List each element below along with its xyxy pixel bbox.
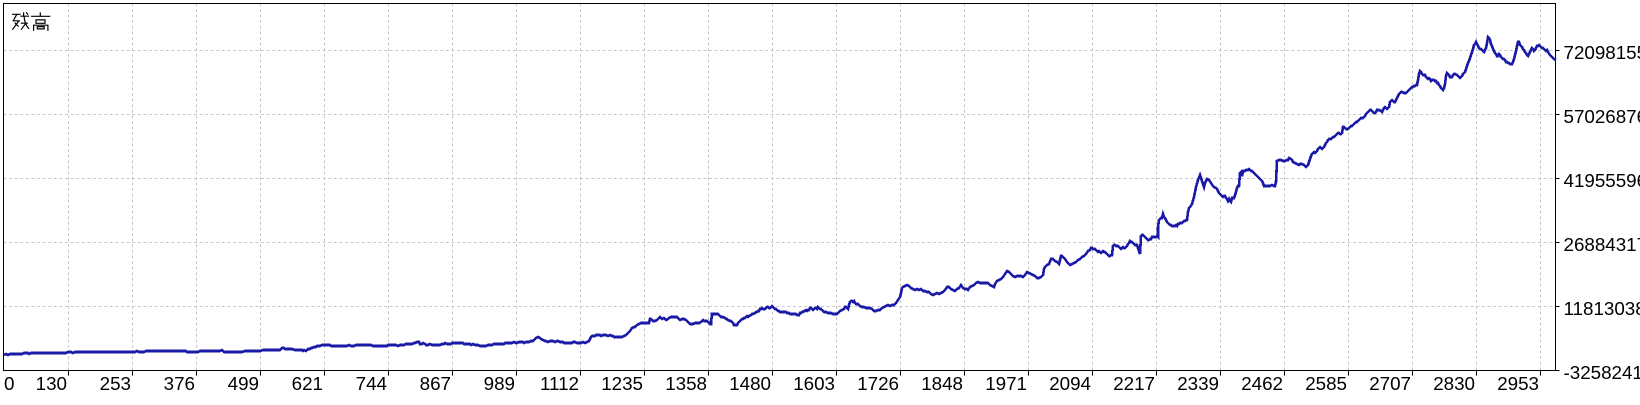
svg-text:1112: 1112 — [540, 373, 579, 394]
svg-text:376: 376 — [164, 373, 195, 394]
svg-text:72098155: 72098155 — [1564, 42, 1640, 63]
svg-text:26884317: 26884317 — [1564, 234, 1640, 255]
svg-text:57026876: 57026876 — [1564, 106, 1640, 127]
svg-text:11813038: 11813038 — [1564, 298, 1640, 319]
svg-text:2217: 2217 — [1113, 373, 1155, 394]
svg-text:2462: 2462 — [1241, 373, 1283, 394]
svg-text:-3258241: -3258241 — [1564, 362, 1640, 383]
svg-text:499: 499 — [228, 373, 259, 394]
svg-text:2707: 2707 — [1369, 373, 1411, 394]
svg-text:2339: 2339 — [1177, 373, 1219, 394]
svg-text:2830: 2830 — [1433, 373, 1475, 394]
svg-text:1358: 1358 — [665, 373, 707, 394]
svg-text:253: 253 — [100, 373, 131, 394]
svg-text:2953: 2953 — [1497, 373, 1539, 394]
svg-text:744: 744 — [356, 373, 387, 394]
svg-text:2585: 2585 — [1305, 373, 1347, 394]
svg-text:2094: 2094 — [1049, 373, 1091, 394]
svg-text:1848: 1848 — [921, 373, 963, 394]
svg-text:0: 0 — [4, 373, 14, 394]
svg-text:1603: 1603 — [793, 373, 835, 394]
svg-text:1971: 1971 — [985, 373, 1027, 394]
svg-text:1726: 1726 — [857, 373, 899, 394]
svg-text:41955596: 41955596 — [1564, 170, 1640, 191]
svg-text:1235: 1235 — [601, 373, 643, 394]
svg-text:1480: 1480 — [729, 373, 771, 394]
svg-text:989: 989 — [484, 373, 515, 394]
svg-text:130: 130 — [36, 373, 67, 394]
svg-text:867: 867 — [420, 373, 451, 394]
svg-text:621: 621 — [292, 373, 323, 394]
